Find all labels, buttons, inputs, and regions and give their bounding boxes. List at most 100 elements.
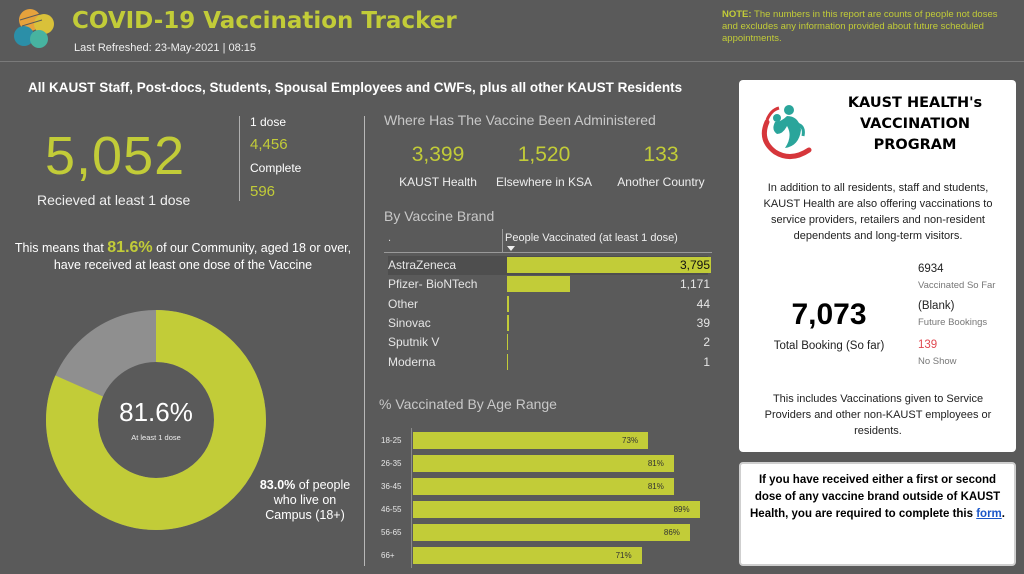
brand-bar: [507, 353, 508, 370]
where-label-other: Another Country: [617, 175, 705, 189]
age-bar[interactable]: [413, 524, 690, 541]
brand-name: AstraZeneca: [388, 258, 457, 272]
age-bar[interactable]: [413, 547, 642, 564]
community-pre: This means that: [14, 241, 108, 255]
brand-value: 44: [696, 296, 710, 311]
campus-text-3: Campus (18+): [265, 508, 345, 522]
note: NOTE: The numbers in this report are cou…: [722, 9, 1012, 45]
age-bar-value: 81%: [647, 459, 664, 468]
future-bookings-value: (Blank): [918, 300, 955, 312]
where-value-other: 133: [643, 143, 679, 166]
age-bar-value: 71%: [615, 551, 632, 560]
brand-name: Pfizer- BioNTech: [388, 277, 478, 292]
app-title: COVID-19 Vaccination Tracker: [72, 8, 457, 34]
campus-text-1: of people: [295, 478, 351, 492]
brand-bar: [507, 276, 570, 293]
total-booking-value: 7,073: [791, 298, 867, 331]
brand-row[interactable]: Other: [388, 295, 708, 314]
brand-column-header-people[interactable]: People Vaccinated (at least 1 dose): [505, 232, 678, 251]
brand-name: Moderna: [388, 354, 436, 369]
brand-value: 3,795: [679, 258, 710, 272]
brand-row[interactable]: Pfizer- BioNTech: [388, 275, 708, 294]
brand-row[interactable]: Sinovac: [388, 314, 708, 333]
program-description: In addition to all residents, staff and …: [763, 182, 993, 242]
future-bookings-label: Future Bookings: [918, 317, 988, 328]
program-footer: This includes Vaccinations given to Serv…: [764, 393, 992, 437]
last-refreshed: Last Refreshed: 23-May-2021 | 08:15: [74, 42, 257, 54]
age-bar[interactable]: [413, 455, 674, 472]
program-title-line-2: VACCINATION: [859, 116, 971, 132]
notice-card: If you have received either a first or s…: [739, 462, 1016, 566]
brand-bar: [507, 257, 711, 273]
age-range-label: 46-55: [381, 505, 402, 514]
where-label-ksa: Elsewhere in KSA: [495, 175, 593, 189]
form-link[interactable]: form: [976, 508, 1002, 520]
one-dose-value: 4,456: [250, 136, 288, 153]
brand-value: 1: [703, 354, 710, 369]
one-dose-label: 1 dose: [250, 115, 287, 129]
brand-value: 2: [703, 335, 710, 350]
total-dose-label: Recieved at least 1 dose: [37, 192, 191, 208]
age-bar-value: 86%: [663, 528, 680, 537]
donut-vaccinated-arc: [46, 310, 266, 530]
note-label: NOTE:: [722, 9, 752, 20]
campus-text-2: who live on: [273, 493, 337, 507]
brand-title: By Vaccine Brand: [384, 208, 495, 224]
brand-bar: [507, 334, 508, 351]
center-divider: [364, 116, 365, 566]
age-axis-line: [411, 428, 412, 568]
age-bar[interactable]: [413, 432, 649, 449]
vaccinated-so-far-label: Vaccinated So Far: [918, 280, 996, 291]
program-card: KAUST HEALTH's VACCINATION PROGRAM In ad…: [739, 80, 1016, 452]
page-subtitle: All KAUST Staff, Post-docs, Students, Sp…: [28, 80, 683, 95]
total-dose-count: 5,052: [45, 126, 186, 186]
complete-label: Complete: [250, 161, 302, 175]
donut-center-value: 81.6%: [119, 397, 193, 427]
brand-column-header-people-label: People Vaccinated (at least 1 dose): [505, 232, 678, 244]
kaust-health-logo-icon: [757, 102, 821, 162]
vaccinated-so-far-value: 6934: [918, 263, 944, 275]
logo-icon: [8, 4, 62, 52]
age-range-label: 66+: [381, 551, 395, 560]
program-title-line-1: KAUST HEALTH's: [847, 95, 983, 111]
age-bar-value: 89%: [673, 505, 690, 514]
complete-value: 596: [250, 183, 276, 200]
where-value-kaust: 3,399: [411, 143, 465, 166]
note-text: The numbers in this report are counts of…: [722, 9, 998, 44]
campus-statement: 83.0% of people who live on Campus (18+): [250, 478, 360, 523]
brand-value: 1,171: [679, 277, 710, 292]
age-range-label: 26-35: [381, 459, 402, 468]
community-post: of our Community, aged 18 or over, have …: [53, 241, 352, 272]
donut-center-label: At least 1 dose: [131, 433, 181, 442]
brand-name: Sinovac: [388, 315, 431, 330]
community-percent: 81.6%: [107, 239, 153, 256]
campus-percent: 83.0%: [259, 478, 296, 492]
brand-value: 39: [696, 315, 710, 330]
brand-row[interactable]: Sputnik V: [388, 333, 708, 352]
age-bar[interactable]: [413, 478, 674, 495]
brand-bar: [507, 314, 510, 331]
notice-body: If you have received either a first or s…: [750, 474, 1001, 520]
no-show-label: No Show: [918, 356, 957, 367]
where-title: Where Has The Vaccine Been Administered: [384, 112, 656, 128]
sort-desc-icon: [507, 246, 515, 251]
brand-bar: [507, 295, 510, 312]
brand-name: Sputnik V: [388, 335, 440, 350]
header-divider: [0, 61, 1024, 62]
brand-column-header-name[interactable]: .: [388, 232, 392, 244]
brand-name: Other: [388, 296, 419, 311]
age-bar-value: 73%: [622, 436, 639, 445]
age-bar-value: 81%: [647, 482, 664, 491]
total-booking-label: Total Booking (So far): [773, 340, 885, 352]
notice-end: .: [1001, 508, 1005, 520]
summary-divider: [239, 116, 240, 201]
brand-table-header-line: [384, 252, 712, 253]
where-label-kaust: KAUST Health: [399, 175, 477, 189]
age-range-label: 56-65: [381, 528, 402, 537]
age-range-label: 18-25: [381, 436, 402, 445]
brand-row[interactable]: Moderna: [388, 353, 708, 372]
age-bar[interactable]: [413, 501, 700, 518]
community-statement: This means that 81.6% of our Community, …: [12, 239, 354, 274]
program-title-line-3: PROGRAM: [873, 137, 957, 153]
where-value-ksa: 1,520: [517, 143, 571, 166]
